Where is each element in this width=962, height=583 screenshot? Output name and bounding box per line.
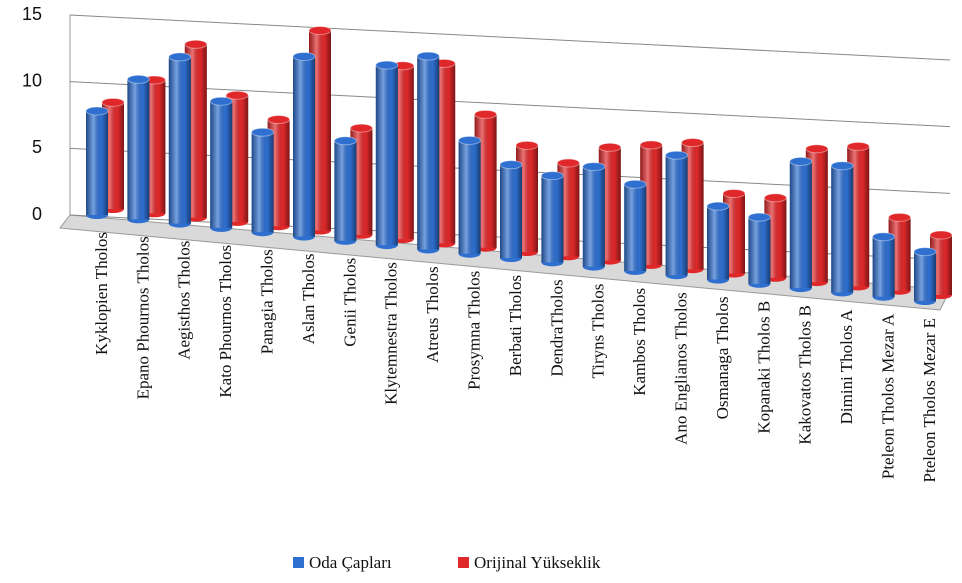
x-tick-label: Atreus Tholos <box>423 266 442 363</box>
bar-top <box>763 193 787 203</box>
x-tick-label: Kakovatos Tholos B <box>796 305 815 444</box>
x-tick-label: Ano Englianos Tholos <box>672 292 691 445</box>
x-tick-label: Kyklopien Tholos <box>92 232 111 355</box>
bar-top <box>872 232 896 242</box>
bar-top <box>168 52 192 62</box>
bar-top <box>805 144 829 154</box>
legend-label: Orijinal Yükseklik <box>474 553 601 572</box>
bar-top <box>929 230 953 240</box>
bar-top <box>308 26 332 35</box>
bar-top <box>85 106 109 116</box>
bar-shade <box>86 111 108 215</box>
bar-shade <box>210 101 233 228</box>
legend-swatch <box>458 557 469 568</box>
bar-top <box>499 160 523 170</box>
bar-top <box>209 96 233 106</box>
bar-top <box>225 90 249 100</box>
x-tick-label: Kato Phournos Tholos <box>216 245 235 398</box>
bar-shade <box>334 140 357 241</box>
bar-top <box>623 179 647 189</box>
bar-top <box>888 212 912 222</box>
bar-top <box>333 136 357 146</box>
bar-top <box>846 141 870 151</box>
bar-top <box>375 60 399 70</box>
bar-shade <box>127 79 150 220</box>
bar-top <box>747 212 771 222</box>
bar-shade <box>789 161 812 289</box>
y-tick-label: 15 <box>22 4 42 24</box>
x-tick-label: Prosymna Tholos <box>465 271 484 390</box>
x-tick-label: Aegisthos Tholos <box>175 241 194 360</box>
bar-top <box>598 142 622 152</box>
grid-line <box>69 14 951 61</box>
bar-shade <box>251 132 274 233</box>
x-tick-label: Tiryns Tholos <box>589 284 608 379</box>
y-tick-label: 5 <box>32 137 42 157</box>
bar-shade <box>582 166 605 267</box>
bar-top <box>416 51 440 61</box>
x-tick-label: Aslan Tholos <box>299 254 318 345</box>
x-tick-label: Berbati Tholos <box>506 275 525 376</box>
x-tick-label: Kambos Tholos <box>630 288 649 396</box>
x-tick-label: Osmanaga Tholos <box>713 297 732 420</box>
x-tick-label: Klytemnestra Tholos <box>382 262 401 405</box>
x-tick-label: Kopanaki Tholos B <box>754 301 773 434</box>
bar-shade <box>624 184 647 271</box>
x-tick-label: Genii Tholos <box>340 258 359 347</box>
bar-shade <box>831 165 854 293</box>
y-tick-label: 10 <box>22 70 42 90</box>
bar-shade <box>665 155 688 276</box>
x-tick-label: Panagia Tholos <box>258 249 277 354</box>
bar-top <box>458 135 482 145</box>
x-tick-label: Epano Phournos Tholos <box>133 236 152 399</box>
bar-shade <box>293 56 315 237</box>
x-tick-label: Pteleon Tholos Mezar A <box>879 313 898 479</box>
bar-top <box>706 201 730 211</box>
bar-top <box>251 127 275 137</box>
bar-shade <box>458 140 481 254</box>
bar-shade <box>914 251 936 301</box>
bar-top <box>184 39 208 49</box>
bar-top <box>349 123 373 133</box>
bar-top <box>681 138 705 148</box>
bar-shade <box>541 175 564 263</box>
bar-top <box>722 189 746 198</box>
grid-line <box>69 81 951 128</box>
bar-top <box>292 52 316 61</box>
x-tick-label: Dimini Tholos A <box>837 309 856 425</box>
bar-top <box>267 115 291 125</box>
bar-top <box>515 140 539 150</box>
bar-top <box>540 171 564 181</box>
bar-top <box>639 140 663 150</box>
bar-top <box>582 162 606 172</box>
bar-top <box>913 247 937 257</box>
bar-top <box>830 161 854 171</box>
bar-top <box>474 109 498 119</box>
bar-top <box>126 74 150 84</box>
bar-top <box>789 156 813 166</box>
bar-shade <box>168 56 191 224</box>
legend-label: Oda Çapları <box>309 553 392 572</box>
bar-shade <box>707 206 729 280</box>
bar-shade <box>500 164 522 258</box>
bar-top <box>101 97 125 107</box>
bar-top <box>665 150 689 160</box>
y-tick-label: 0 <box>32 204 42 224</box>
x-tick-label: DendraTholos <box>547 279 566 376</box>
bar-shade <box>375 65 398 246</box>
x-tick-label: Pteleon Tholos Mezar E <box>920 318 939 482</box>
bar-top <box>556 158 580 168</box>
bar-shade <box>872 236 895 297</box>
bar-shade <box>417 56 440 250</box>
bar-shade <box>748 217 771 284</box>
legend-swatch <box>293 557 304 568</box>
